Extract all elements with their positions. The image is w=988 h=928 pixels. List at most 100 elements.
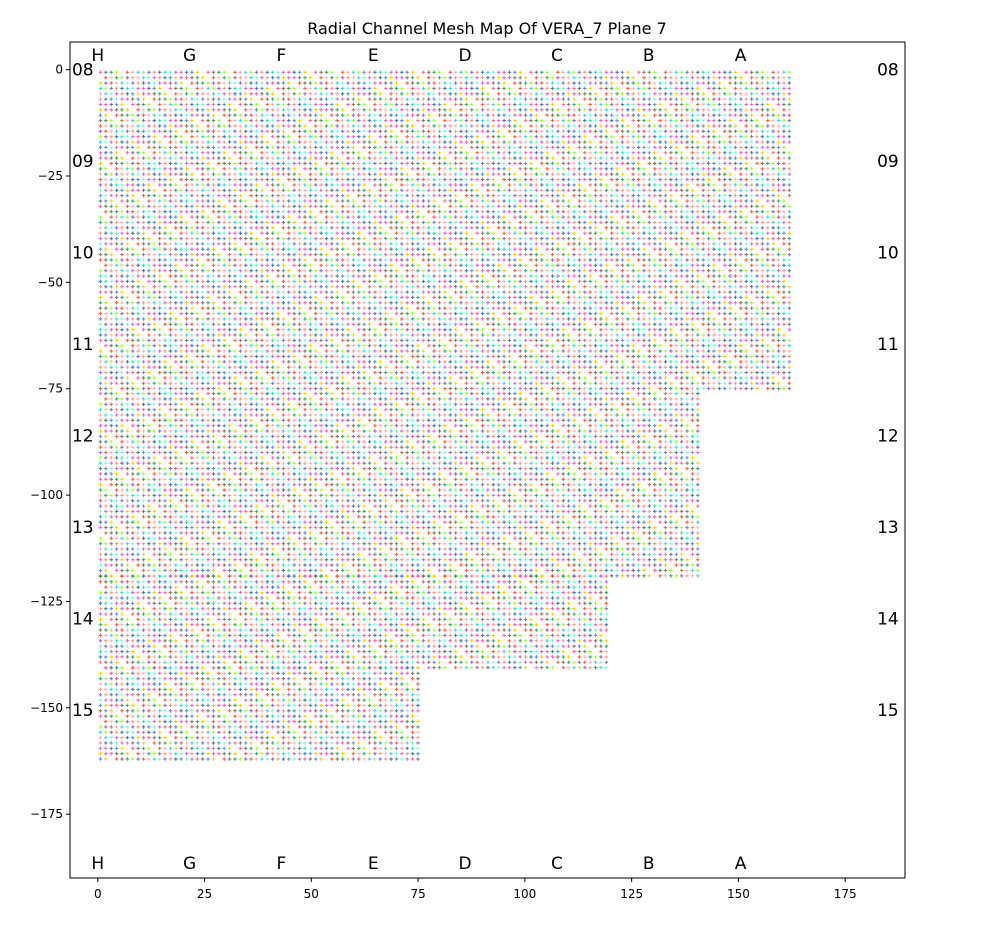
mesh-cell bbox=[733, 75, 738, 80]
mesh-cell bbox=[222, 81, 227, 85]
mesh-cell bbox=[190, 81, 194, 85]
mesh-cell bbox=[265, 81, 270, 85]
mesh-cell bbox=[620, 75, 625, 80]
mesh-cell bbox=[771, 75, 775, 80]
mesh-cell bbox=[120, 70, 124, 75]
mesh-cell bbox=[319, 86, 323, 91]
mesh-cell bbox=[416, 75, 420, 80]
mesh-cell bbox=[426, 70, 431, 75]
mesh-cell bbox=[582, 70, 587, 75]
mesh-cell bbox=[572, 81, 576, 85]
mesh-cell bbox=[340, 70, 345, 75]
mesh-cell bbox=[313, 86, 318, 91]
mesh-cell bbox=[604, 70, 609, 75]
mesh-cell bbox=[685, 70, 689, 75]
mesh-cell bbox=[787, 81, 792, 85]
mesh-cell bbox=[303, 86, 307, 91]
mesh-cell bbox=[227, 75, 232, 80]
mesh-cell bbox=[733, 70, 738, 75]
mesh-cell bbox=[437, 81, 442, 85]
mesh-cell bbox=[529, 81, 533, 85]
mesh-cell bbox=[577, 81, 582, 85]
mesh-cell bbox=[104, 70, 108, 75]
mesh-cell bbox=[362, 70, 366, 75]
mesh-cell bbox=[104, 81, 108, 85]
mesh-cell bbox=[658, 75, 662, 80]
mesh-cell bbox=[136, 81, 140, 85]
mesh-cell bbox=[717, 70, 722, 75]
mesh-cell bbox=[281, 81, 286, 85]
mesh-cell bbox=[464, 75, 469, 80]
mesh-cell bbox=[211, 81, 216, 85]
mesh-cell bbox=[125, 75, 130, 80]
mesh-cell bbox=[426, 81, 431, 85]
mesh-cell bbox=[152, 75, 157, 80]
mesh-cell bbox=[507, 70, 512, 75]
mesh-cell bbox=[717, 81, 722, 85]
mesh-cell bbox=[744, 75, 749, 80]
mesh-cell bbox=[615, 70, 619, 75]
mesh-cell bbox=[760, 70, 765, 75]
mesh-cell bbox=[98, 86, 103, 91]
mesh-cell bbox=[270, 81, 275, 85]
mesh-cell bbox=[270, 86, 275, 91]
mesh-cell bbox=[631, 75, 636, 80]
mesh-cell bbox=[217, 75, 221, 80]
mesh-cell bbox=[696, 75, 700, 80]
mesh-cell bbox=[243, 75, 248, 80]
mesh-cell bbox=[233, 86, 237, 91]
mesh-cell bbox=[206, 75, 210, 80]
mesh-cell bbox=[410, 70, 415, 75]
mesh-cell bbox=[222, 70, 227, 75]
mesh-cell bbox=[260, 75, 264, 80]
mesh-cell bbox=[330, 75, 334, 80]
mesh-cell bbox=[776, 81, 781, 85]
mesh-cell bbox=[98, 70, 103, 75]
mesh-cell bbox=[663, 81, 668, 85]
mesh-cell bbox=[351, 81, 356, 85]
mesh-cell bbox=[400, 81, 404, 85]
mesh-cell bbox=[287, 86, 291, 91]
mesh-cell bbox=[195, 70, 200, 75]
mesh-cell bbox=[518, 70, 523, 75]
mesh-cell bbox=[152, 81, 157, 85]
mesh-cell bbox=[739, 70, 743, 75]
mesh-cell bbox=[308, 75, 313, 80]
mesh-cell bbox=[652, 81, 657, 85]
mesh-cell bbox=[464, 81, 469, 85]
mesh-cell bbox=[378, 70, 383, 75]
mesh-cell bbox=[200, 81, 205, 85]
mesh-cell bbox=[120, 81, 124, 85]
mesh-cell bbox=[480, 70, 485, 75]
mesh-cell bbox=[319, 70, 323, 75]
mesh-cell bbox=[141, 81, 146, 85]
mesh-cell bbox=[233, 70, 237, 75]
mesh-cell bbox=[782, 75, 786, 80]
mesh-cell bbox=[663, 75, 668, 80]
mesh-cell bbox=[330, 70, 334, 75]
mesh-cell bbox=[486, 75, 490, 80]
mesh-cell bbox=[776, 70, 781, 75]
mesh-cell bbox=[179, 81, 183, 85]
mesh-cell bbox=[728, 81, 732, 85]
mesh-cell bbox=[206, 70, 210, 75]
mesh-cell bbox=[276, 75, 280, 80]
mesh-cell bbox=[513, 81, 517, 85]
mesh-cell bbox=[335, 70, 340, 75]
mesh-cell bbox=[765, 81, 770, 85]
mesh-cell bbox=[378, 81, 383, 85]
mesh-cell bbox=[496, 81, 501, 85]
mesh-cell bbox=[437, 75, 442, 80]
mesh-cell bbox=[367, 81, 372, 85]
mesh-cell bbox=[539, 75, 544, 80]
mesh-cell bbox=[405, 75, 410, 80]
mesh-cell bbox=[663, 70, 668, 75]
mesh-cell bbox=[356, 75, 361, 80]
mesh-cell bbox=[561, 75, 566, 80]
mesh-cell bbox=[636, 81, 641, 85]
mesh-cell bbox=[163, 75, 167, 80]
mesh-cell bbox=[157, 86, 162, 91]
mesh-cell bbox=[502, 70, 506, 75]
mesh-cell bbox=[475, 81, 479, 85]
